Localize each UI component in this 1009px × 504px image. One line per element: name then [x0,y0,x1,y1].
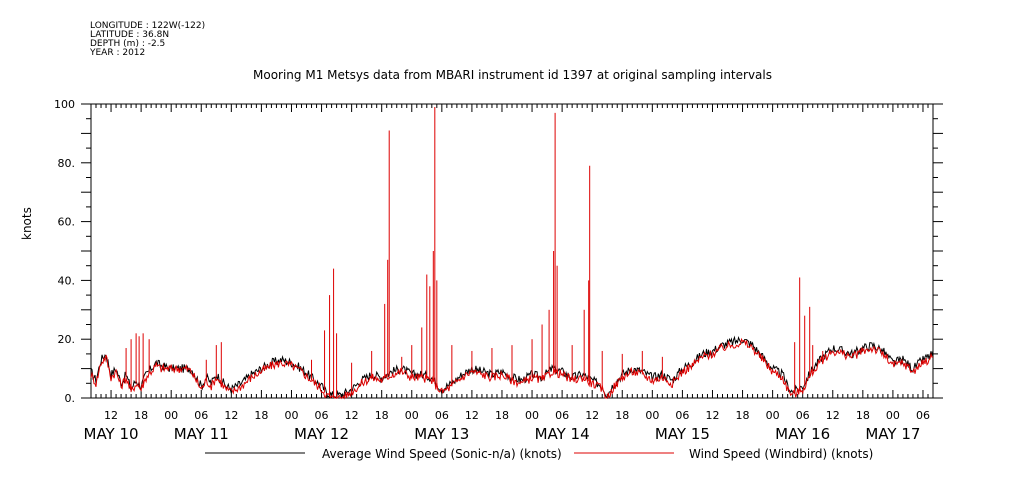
x-tick-label: 12 [826,409,840,422]
header-longitude: LONGITUDE : 122W(-122) [90,21,206,31]
x-tick-label: 00 [645,409,659,422]
x-tick-label: 06 [916,409,930,422]
axes-frame [81,103,943,399]
day-label: MAY 16 [775,425,830,443]
day-label: MAY 11 [174,425,229,443]
header-depth: DEPTH (m) : -2.5 [90,39,166,49]
series-group [90,106,934,400]
x-tick-label: 12 [705,409,719,422]
x-tick-label: 18 [375,409,389,422]
x-tick-label: 12 [104,409,118,422]
header-latitude: LATITUDE : 36.8N [90,30,170,40]
chart-title: Mooring M1 Metsys data from MBARI instru… [253,68,772,82]
x-tick-label: 00 [284,409,298,422]
day-label: MAY 13 [414,425,469,443]
x-tick-label: 18 [615,409,629,422]
x-tick-label: 00 [405,409,419,422]
day-label: MAY 10 [84,425,139,443]
y-tick-label: 40. [58,274,76,287]
x-tick-label: 06 [194,409,208,422]
y-tick-label: 20. [58,333,76,346]
legend-label-windbird: Wind Speed (Windbird) (knots) [689,447,874,461]
x-tick-label: 12 [345,409,359,422]
header-year: YEAR : 2012 [90,48,146,58]
legend-label-average-wind: Average Wind Speed (Sonic-n/a) (knots) [322,447,562,461]
x-tick-label: 00 [886,409,900,422]
x-tick-label: 18 [254,409,268,422]
x-tick-label: 00 [164,409,178,422]
x-tick-label: 06 [555,409,569,422]
x-tick-label: 18 [495,409,509,422]
x-tick-label: 00 [766,409,780,422]
y-tick-label: 60. [58,216,76,229]
x-tick-label: 06 [315,409,329,422]
y-tick-label: 0. [65,392,76,405]
day-label: MAY 15 [655,425,710,443]
x-tick-label: 06 [796,409,810,422]
day-label: MAY 14 [535,425,590,443]
x-tick-label: 06 [675,409,689,422]
x-tick-label: 18 [134,409,148,422]
x-tick-label: 18 [856,409,870,422]
x-tick-label: 18 [736,409,750,422]
x-tick-label: 12 [224,409,238,422]
y-tick-label: 80. [58,157,76,170]
day-label: MAY 12 [294,425,349,443]
x-tick-label: 12 [465,409,479,422]
x-tick-label: 12 [585,409,599,422]
y-tick-label: 100 [54,98,75,111]
day-label: MAY 17 [865,425,920,443]
x-tick-label: 00 [525,409,539,422]
x-tick-label: 06 [435,409,449,422]
tick-labels: 0. 20. 40. 60. 80. 100 12 18 00 06 12 18 00 06 12 18 00 0… [54,98,930,443]
